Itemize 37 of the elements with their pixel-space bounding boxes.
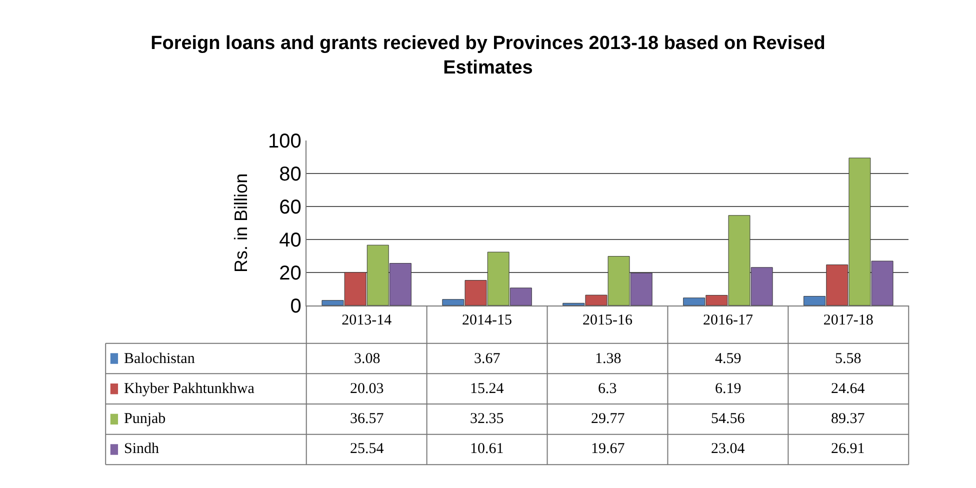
data-label: 4.59 [715, 351, 742, 367]
y-axis-title: Rs. in Billion [231, 173, 252, 272]
data-label: 5.58 [835, 351, 862, 367]
chart-title: Foreign loans and grants recieved by Provinces 2013-18 based on Revised Estimates [150, 32, 826, 78]
x-tick-label: 2015-16 [582, 312, 633, 328]
x-tick-label: 2017-18 [823, 312, 874, 328]
data-label: 89.37 [831, 411, 866, 427]
data-label: 36.57 [350, 411, 384, 427]
legend-label: Balochistan [124, 351, 196, 367]
data-label: 54.56 [711, 411, 746, 427]
legend-label: Khyber Pakhtunkhwa [124, 381, 255, 397]
data-label: 1.38 [595, 351, 622, 367]
data-label: 29.77 [591, 411, 626, 427]
data-label: 6.3 [598, 381, 617, 397]
y-tick-label: 60 [279, 196, 302, 218]
y-tick-label: 100 [268, 130, 302, 152]
data-label: 19.67 [591, 441, 626, 457]
data-label: 24.64 [831, 381, 866, 397]
data-label: 23.04 [711, 441, 746, 457]
y-tick-label: 0 [290, 295, 302, 318]
data-label: 3.67 [474, 351, 501, 367]
x-tick-label: 2013-14 [342, 312, 392, 328]
x-tick-label: 2014-15 [462, 312, 512, 328]
data-label: 25.54 [350, 441, 384, 457]
data-label: 15.24 [470, 381, 504, 397]
data-label: 6.19 [715, 381, 742, 397]
y-tick-label: 80 [279, 163, 302, 186]
data-label: 26.91 [831, 441, 865, 457]
data-label: 20.03 [350, 381, 384, 397]
y-tick-label: 40 [279, 229, 302, 252]
y-tick-label: 20 [279, 262, 302, 284]
x-tick-label: 2016-17 [702, 312, 754, 328]
legend-label: Sindh [124, 441, 160, 457]
data-label: 32.35 [470, 411, 504, 427]
data-label: 10.61 [470, 441, 504, 457]
data-label: 3.08 [354, 351, 380, 367]
legend-label: Punjab [124, 411, 166, 427]
